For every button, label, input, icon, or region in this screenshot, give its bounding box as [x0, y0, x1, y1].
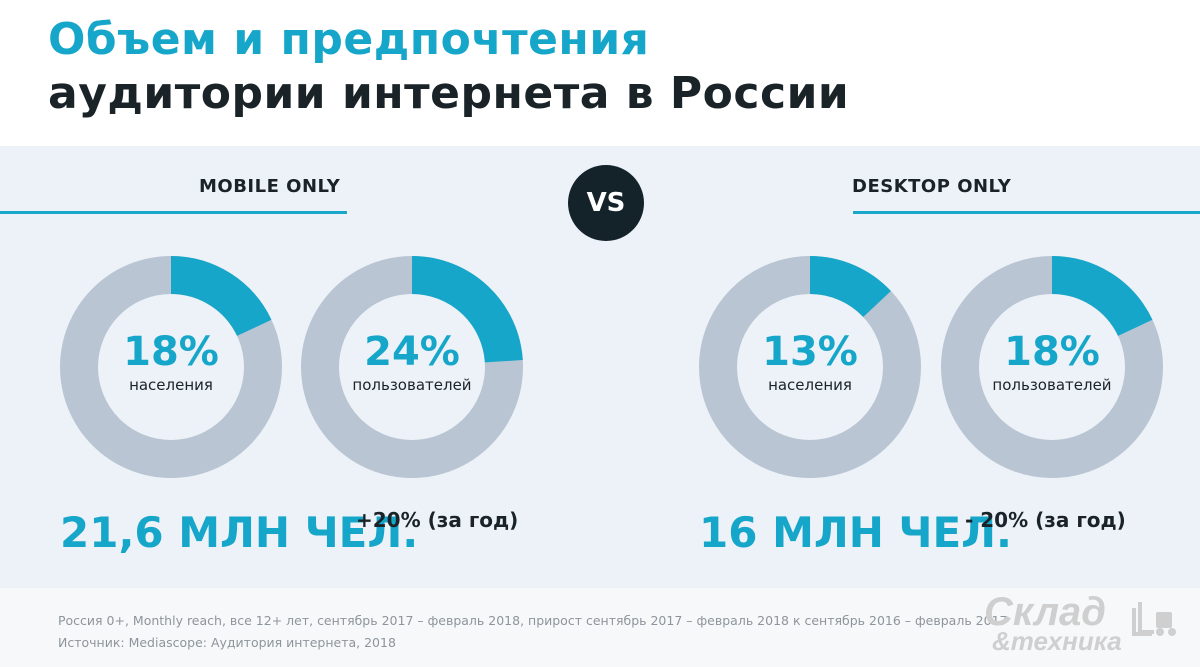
donut-slice	[809, 256, 891, 318]
brand-logo: Склад &техника	[984, 590, 1184, 662]
mobile-section-label: MOBILE ONLY	[199, 176, 341, 197]
donut-caption: пользователей	[352, 376, 472, 394]
donut-mobile-population: 18% населения	[60, 256, 282, 478]
footer	[0, 588, 1200, 667]
desktop-total: 16 МЛН ЧЕЛ.	[699, 508, 1012, 557]
vs-badge: VS	[568, 165, 644, 241]
donut-svg	[941, 256, 1163, 478]
donut-slice	[1051, 256, 1153, 337]
donut-percent: 13%	[762, 329, 858, 375]
page-title: Объем и предпочтения аудитории интернета…	[48, 14, 849, 122]
donut-desktop-population: 13% населения	[699, 256, 921, 478]
desktop-change: - 20% (за год)	[965, 508, 1126, 532]
mobile-total: 21,6 МЛН ЧЕЛ.	[60, 508, 419, 557]
forklift-icon	[1132, 602, 1176, 636]
donut-mobile-users: 24% пользователей	[301, 256, 523, 478]
title-line-1: Объем и предпочтения	[48, 14, 650, 65]
donut-percent: 24%	[364, 329, 460, 375]
donut-desktop-users: 18% пользователей	[941, 256, 1163, 478]
donut-svg	[301, 256, 523, 478]
donut-slice	[170, 256, 272, 337]
desktop-section-underline	[853, 211, 1200, 214]
mobile-section-underline	[0, 211, 347, 214]
donut-svg	[699, 256, 921, 478]
donut-caption: населения	[768, 376, 852, 394]
logo-word-1: Склад	[984, 590, 1107, 634]
donut-caption: пользователей	[992, 376, 1112, 394]
mobile-change: +20% (за год)	[356, 508, 519, 532]
title-line-2: аудитории интернета в России	[48, 68, 850, 119]
donut-slice	[411, 256, 523, 364]
donut-percent: 18%	[1004, 329, 1100, 375]
footnote-line-1: Россия 0+, Monthly reach, все 12+ лет, с…	[58, 613, 1008, 628]
donut-svg	[60, 256, 282, 478]
donut-caption: населения	[129, 376, 213, 394]
donut-percent: 18%	[123, 329, 219, 375]
footnote-line-2: Источник: Mediascope: Аудитория интернет…	[58, 635, 396, 650]
desktop-section-label: DESKTOP ONLY	[852, 176, 1012, 197]
logo-word-2: &техника	[992, 626, 1122, 656]
